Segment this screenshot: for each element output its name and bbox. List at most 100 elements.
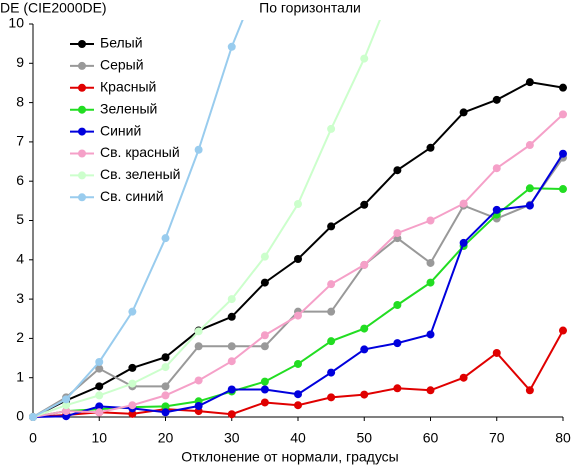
x-tick-label: 40 xyxy=(290,430,306,446)
data-point xyxy=(227,295,236,304)
data-point xyxy=(426,216,435,225)
data-point xyxy=(459,199,468,208)
data-point xyxy=(260,342,269,351)
data-point xyxy=(426,278,435,287)
data-point xyxy=(294,390,302,399)
data-point xyxy=(95,357,104,366)
y-tick-label: 2 xyxy=(16,329,24,345)
legend-marker xyxy=(78,83,86,92)
legend-marker xyxy=(78,40,86,48)
data-point xyxy=(327,368,336,377)
y-tick-label: 5 xyxy=(16,211,24,227)
data-point xyxy=(426,386,435,395)
data-point xyxy=(227,312,236,321)
chart-title: По горизонтали xyxy=(259,0,361,16)
data-point xyxy=(260,385,269,394)
data-point xyxy=(294,311,302,320)
data-point xyxy=(161,234,170,243)
data-point xyxy=(194,145,203,154)
data-point xyxy=(327,280,336,289)
data-point xyxy=(360,345,369,354)
x-tick-label: 70 xyxy=(489,430,505,446)
data-point xyxy=(426,330,435,339)
data-point xyxy=(360,200,369,209)
y-tick-label: 4 xyxy=(16,251,24,267)
data-point xyxy=(393,229,402,238)
data-point xyxy=(95,402,104,411)
x-tick-label: 30 xyxy=(224,430,240,446)
series-line xyxy=(32,20,244,418)
data-point xyxy=(128,409,137,418)
data-point xyxy=(426,143,435,152)
data-point xyxy=(128,401,137,410)
data-point xyxy=(294,199,302,208)
x-axis-label: Отклонение от нормали, градусы xyxy=(181,449,398,465)
data-point xyxy=(194,342,203,351)
data-point xyxy=(227,357,236,366)
data-point xyxy=(260,252,269,261)
y-tick-label: 10 xyxy=(8,15,24,31)
legend-marker xyxy=(78,61,86,70)
data-point xyxy=(161,353,170,362)
y-tick-label: 7 xyxy=(16,133,24,149)
y-tick-label: 8 xyxy=(16,93,24,109)
data-point xyxy=(360,390,369,399)
data-point xyxy=(294,401,302,410)
data-point xyxy=(161,391,170,400)
data-point xyxy=(525,141,534,150)
legend-marker xyxy=(78,171,86,180)
data-point xyxy=(492,348,501,357)
data-point xyxy=(294,359,302,368)
data-point xyxy=(559,185,567,194)
data-point xyxy=(559,83,567,92)
legend-marker xyxy=(78,105,86,114)
x-tick-label: 0 xyxy=(29,430,37,446)
data-point xyxy=(393,339,402,348)
legend-label: Белый xyxy=(100,35,143,51)
y-tick-label: 3 xyxy=(16,290,24,306)
data-point xyxy=(128,363,137,372)
data-point xyxy=(525,201,534,210)
data-point xyxy=(459,373,468,382)
legend-marker xyxy=(78,193,86,202)
data-point xyxy=(128,379,137,388)
data-point xyxy=(327,307,336,316)
data-point xyxy=(559,326,567,335)
legend-label: Красный xyxy=(100,79,156,95)
y-axis-label: DE (CIE2000DE) xyxy=(0,0,107,16)
data-point xyxy=(492,95,501,104)
plot-area xyxy=(29,20,567,421)
legend-marker xyxy=(78,127,86,136)
legend-label: Серый xyxy=(100,57,144,73)
data-point xyxy=(360,324,369,333)
data-point xyxy=(95,391,104,400)
data-point xyxy=(95,408,104,417)
data-point xyxy=(393,384,402,393)
data-point xyxy=(260,278,269,287)
data-point xyxy=(194,376,203,385)
data-point xyxy=(559,110,567,119)
data-point xyxy=(161,382,170,391)
data-point xyxy=(260,398,269,407)
data-point xyxy=(161,402,170,411)
data-point xyxy=(559,149,567,158)
data-point xyxy=(459,108,468,117)
data-point xyxy=(227,42,236,51)
data-point xyxy=(294,255,302,264)
data-point xyxy=(525,386,534,395)
data-point xyxy=(525,78,534,87)
data-point xyxy=(360,54,369,63)
y-tick-label: 9 xyxy=(16,54,24,70)
x-tick-label: 20 xyxy=(158,430,174,446)
y-tick-label: 6 xyxy=(16,172,24,188)
legend-label: Зеленый xyxy=(100,100,157,116)
x-tick-label: 80 xyxy=(555,430,571,446)
data-point xyxy=(194,327,203,336)
data-point xyxy=(194,401,203,410)
legend-label: Синий xyxy=(100,122,141,138)
data-point xyxy=(161,363,170,372)
legend-label: Св. зеленый xyxy=(100,166,180,182)
data-point xyxy=(62,401,71,410)
data-point xyxy=(492,164,501,173)
data-point xyxy=(327,393,336,402)
